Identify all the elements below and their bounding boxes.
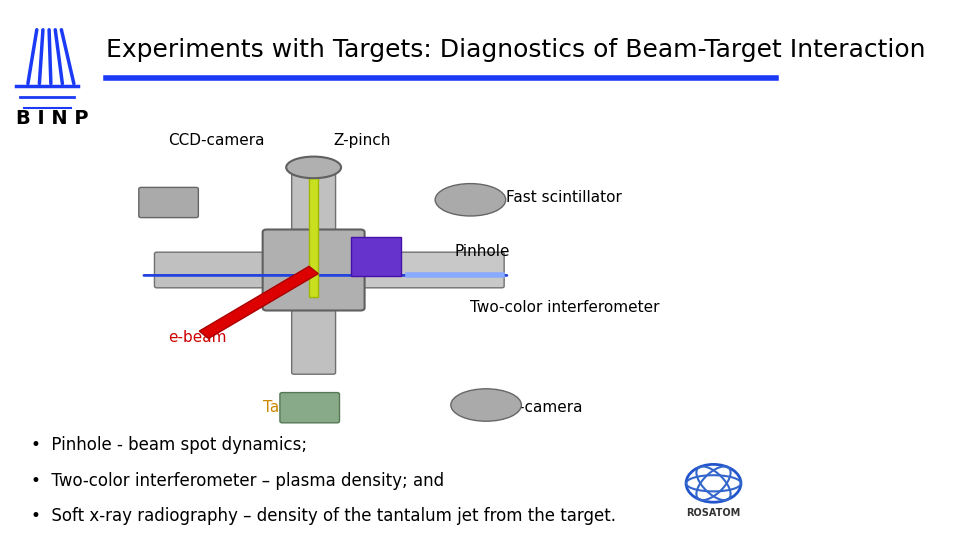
Text: B I N P: B I N P	[15, 109, 88, 129]
FancyBboxPatch shape	[292, 166, 336, 234]
FancyBboxPatch shape	[155, 252, 269, 288]
Text: Target: Target	[263, 400, 310, 415]
Text: •  Pinhole - beam spot dynamics;: • Pinhole - beam spot dynamics;	[32, 436, 307, 455]
FancyBboxPatch shape	[292, 306, 336, 374]
Text: Two-color interferometer: Two-color interferometer	[470, 300, 660, 315]
FancyBboxPatch shape	[358, 252, 504, 288]
FancyBboxPatch shape	[280, 393, 340, 423]
Text: Pinhole: Pinhole	[455, 244, 511, 259]
Ellipse shape	[286, 157, 341, 178]
FancyBboxPatch shape	[351, 237, 401, 276]
Ellipse shape	[435, 184, 506, 216]
Text: •  Two-color interferometer – plasma density; and: • Two-color interferometer – plasma dens…	[32, 471, 444, 490]
Text: ROSATOM: ROSATOM	[686, 508, 740, 518]
Ellipse shape	[451, 389, 521, 421]
FancyBboxPatch shape	[139, 187, 199, 218]
Text: •  Soft x-ray radiography – density of the tantalum jet from the target.: • Soft x-ray radiography – density of th…	[32, 507, 616, 525]
Text: CCD-camera: CCD-camera	[486, 400, 583, 415]
Text: Z-pinch: Z-pinch	[333, 133, 391, 148]
FancyArrow shape	[200, 266, 318, 339]
FancyBboxPatch shape	[263, 230, 365, 310]
FancyArrow shape	[309, 173, 319, 297]
Text: Experiments with Targets: Diagnostics of Beam-Target Interaction: Experiments with Targets: Diagnostics of…	[106, 38, 925, 62]
Text: e-beam: e-beam	[169, 330, 228, 345]
Text: CCD-camera: CCD-camera	[169, 133, 265, 148]
Text: Fast scintillator: Fast scintillator	[506, 190, 621, 205]
